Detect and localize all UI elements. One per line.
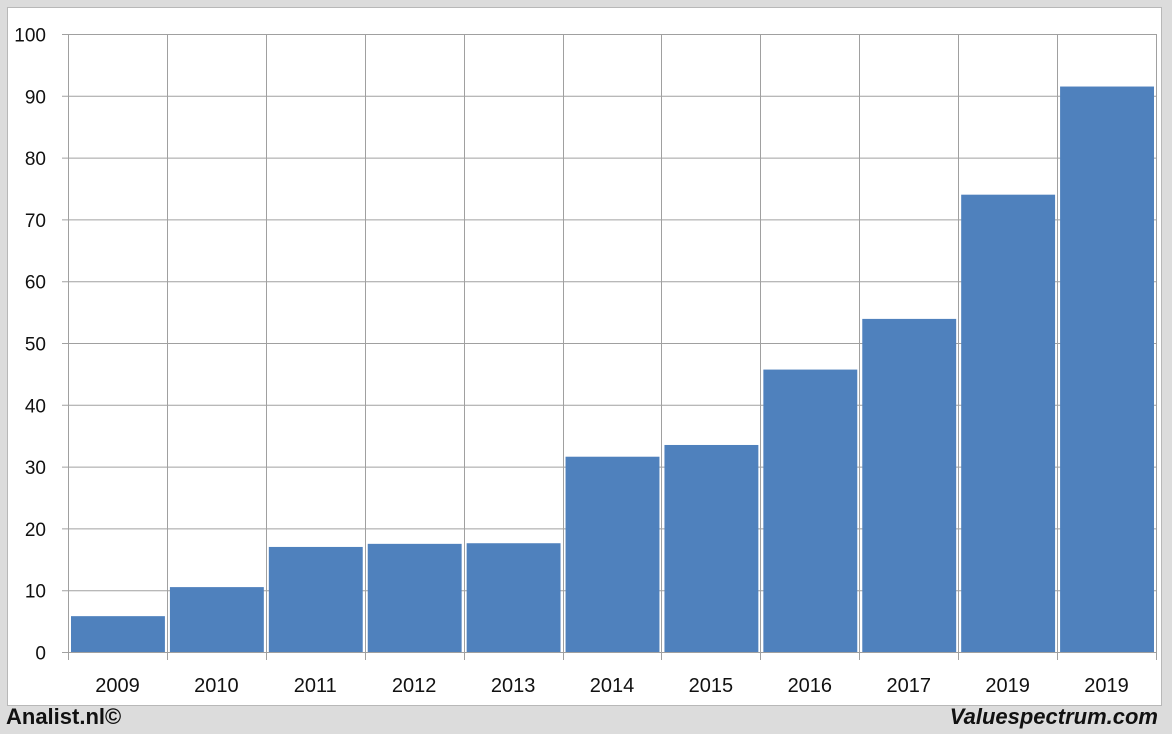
bar-2014 (565, 456, 660, 652)
x-tick-label: 2012 (392, 675, 437, 697)
y-tick-label: 90 (25, 87, 46, 108)
y-tick-label: 40 (25, 396, 46, 417)
y-tick-label: 60 (25, 273, 46, 294)
x-tick-label: 2013 (491, 675, 536, 697)
y-tick-label: 30 (25, 458, 46, 479)
x-tick-label: 2017 (886, 675, 931, 697)
bar-2011 (268, 546, 363, 652)
bar-2010 (169, 587, 264, 652)
bar-2016 (763, 369, 858, 652)
x-tick-label: 2010 (194, 675, 239, 697)
bar-2019 (961, 194, 1056, 652)
bar-2009 (71, 616, 165, 652)
bar-2012 (367, 543, 462, 652)
x-tick-label: 2016 (788, 675, 833, 697)
x-tick-label: 2014 (590, 675, 635, 697)
x-tick-label: 2019 (985, 675, 1030, 697)
bar-2015 (664, 444, 759, 652)
bar-2013 (466, 543, 561, 652)
y-tick-label: 70 (25, 211, 46, 232)
x-tick-label: 2015 (689, 675, 734, 697)
y-tick-label: 0 (35, 644, 46, 665)
x-tick-label: 2019 (1084, 675, 1129, 697)
x-tick-label: 2009 (95, 675, 140, 697)
y-tick-label: 80 (25, 149, 46, 170)
y-tick-label: 100 (14, 26, 46, 47)
analist-credit: Analist.nl© (6, 704, 122, 729)
valuespectrum-credit: Valuespectrum.com (949, 704, 1158, 729)
y-tick-label: 20 (25, 520, 46, 541)
bar-2019 (1060, 86, 1154, 652)
bar-2017 (862, 318, 957, 652)
x-tick-label: 2011 (294, 675, 337, 697)
y-tick-label: 50 (25, 335, 46, 356)
y-tick-label: 10 (25, 582, 46, 603)
